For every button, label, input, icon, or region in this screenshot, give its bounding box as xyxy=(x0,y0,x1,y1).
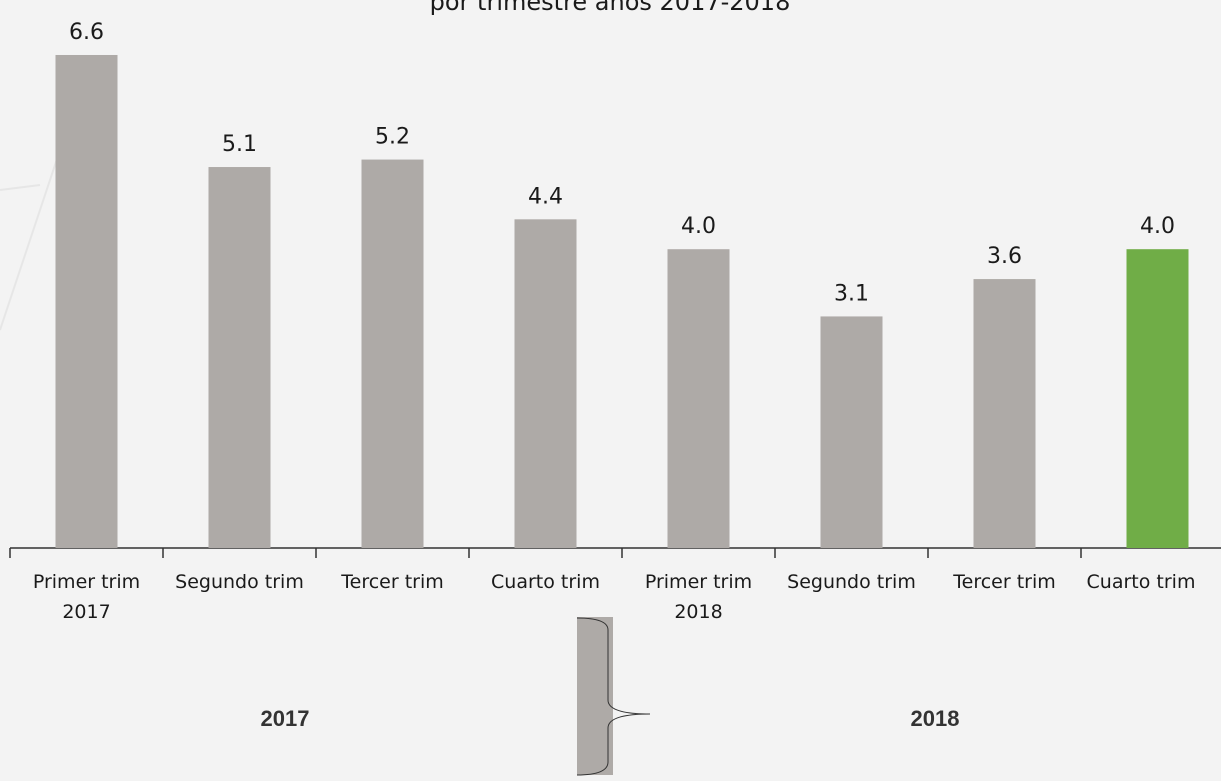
x-tick-label: Primer trim 2018 xyxy=(644,571,753,623)
bar xyxy=(208,167,271,548)
value-label: 5.2 xyxy=(375,125,410,150)
x-tick-label: Tercer trim xyxy=(953,571,1056,593)
background-line xyxy=(0,184,41,191)
value-label: 3.6 xyxy=(987,244,1022,269)
brace xyxy=(576,617,651,776)
group-label: 2017 xyxy=(260,706,310,731)
bar xyxy=(361,159,424,548)
x-tick-label: Primer trim 2017 xyxy=(32,571,141,623)
value-label: 5.1 xyxy=(222,132,257,157)
background-line xyxy=(0,149,61,331)
legend-box xyxy=(577,617,613,775)
value-label: 6.6 xyxy=(69,20,104,45)
x-tick-label: Tercer trim xyxy=(341,571,444,593)
bar xyxy=(820,316,883,548)
value-label: 4.4 xyxy=(528,184,563,209)
x-tick-label: Cuarto trim xyxy=(491,571,600,593)
value-label: 4.0 xyxy=(1140,214,1175,239)
x-tick-label: Segundo trim xyxy=(787,571,916,593)
bar xyxy=(667,249,730,548)
bar xyxy=(514,219,577,548)
chart-title: por trimestre años 2017-2018 xyxy=(430,0,791,16)
value-label: 3.1 xyxy=(834,281,869,306)
bar xyxy=(973,279,1036,548)
group-label: 2018 xyxy=(910,706,960,731)
bar xyxy=(55,54,118,548)
bar xyxy=(1126,249,1189,548)
x-tick-label: Cuarto trim xyxy=(1086,571,1196,593)
x-tick-label: Segundo trim xyxy=(175,571,304,593)
value-label: 4.0 xyxy=(681,214,716,239)
